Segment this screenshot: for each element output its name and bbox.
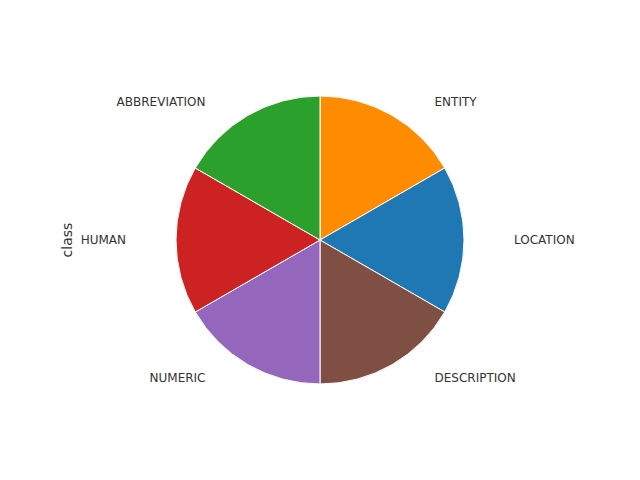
svg-text:NUMERIC: NUMERIC xyxy=(150,371,206,385)
svg-text:LOCATION: LOCATION xyxy=(514,233,575,247)
svg-text:ABBREVIATION: ABBREVIATION xyxy=(117,95,206,109)
svg-text:HUMAN: HUMAN xyxy=(81,233,126,247)
svg-text:DESCRIPTION: DESCRIPTION xyxy=(435,371,516,385)
svg-text:ENTITY: ENTITY xyxy=(435,95,478,109)
svg-text:class: class xyxy=(59,223,75,258)
